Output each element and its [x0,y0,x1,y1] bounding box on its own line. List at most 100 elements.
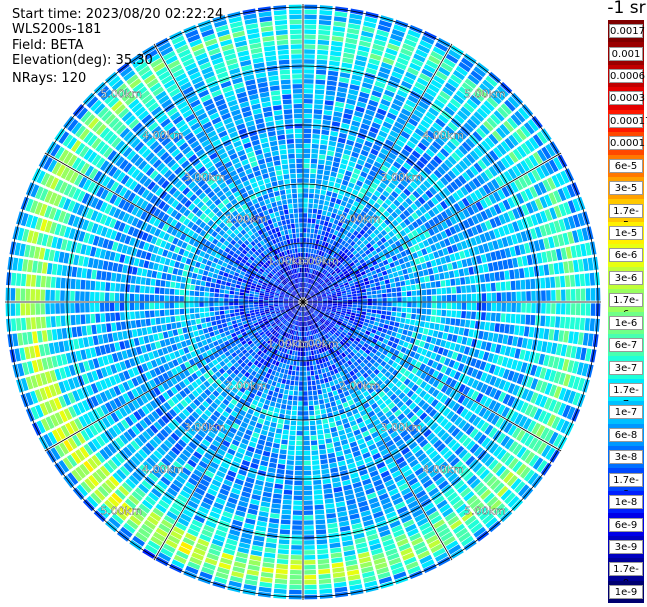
range-gate-cell [511,427,522,439]
range-gate-cell [492,333,499,343]
range-gate-cell [401,514,413,524]
range-gate-cell [430,259,437,267]
range-gate-cell [309,356,312,361]
range-gate-cell [329,314,335,318]
range-gate-cell [476,302,482,311]
range-gate-cell [295,376,299,381]
range-gate-cell [390,448,400,456]
range-gate-cell [287,450,295,456]
range-gate-cell [436,223,444,232]
range-gate-cell [397,170,406,178]
range-gate-cell [461,259,468,268]
range-gate-cell [348,320,354,324]
range-gate-cell [291,540,302,545]
range-gate-cell [313,312,317,317]
range-gate-cell [327,306,332,308]
range-gate-cell [320,290,325,293]
range-gate-cell [524,242,531,254]
range-gate-cell [343,254,348,260]
range-gate-cell [281,439,288,445]
range-gate-cell [471,226,479,236]
range-gate-cell [331,406,338,412]
range-gate-cell [351,342,357,348]
range-gate-cell [403,274,410,280]
range-gate-cell [356,273,362,278]
range-gate-cell [287,374,291,380]
range-gate-cell [348,377,354,383]
range-gate-cell [345,334,351,339]
range-gate-cell [334,267,340,272]
range-gate-cell [322,180,329,186]
range-gate-cell [455,318,461,326]
range-gate-cell [315,514,325,520]
range-gate-cell [296,361,300,366]
range-gate-cell [458,61,471,73]
range-gate-cell [295,346,299,351]
range-gate-cell [323,377,329,383]
range-gate-cell [305,258,308,263]
range-gate-cell [392,292,397,297]
range-gate-cell [430,337,437,345]
range-gate-cell [545,315,551,327]
range-gate-cell [416,347,423,354]
range-gate-cell [376,135,386,143]
range-gate-cell [394,422,403,430]
range-gate-cell [479,509,491,521]
range-gate-cell [314,344,318,350]
range-gate-cell [419,439,429,448]
range-gate-cell [349,420,357,427]
range-gate-cell [454,445,465,456]
range-gate-cell [304,292,306,298]
range-gate-cell [398,543,411,552]
range-gate-cell [403,235,410,242]
range-gate-cell [320,274,325,279]
range-gate-cell [313,198,319,204]
range-gate-cell [458,449,468,459]
range-gate-cell [332,481,342,488]
range-gate-cell [568,260,574,273]
range-gate-cell [328,317,333,321]
range-gate-cell [432,122,443,132]
range-gate-cell [331,335,336,340]
range-gate-cell [465,455,476,466]
range-gate-cell [329,217,335,223]
range-gate-cell [477,159,487,170]
range-gate-cell [500,489,512,501]
range-gate-cell [341,386,348,392]
range-gate-cell [546,303,551,314]
range-gate-cell [528,327,535,338]
range-gate-cell [547,414,556,427]
range-gate-cell [292,350,295,356]
range-gate-cell [473,526,486,538]
range-gate-cell [449,205,457,215]
range-gate-cell [388,325,394,331]
range-gate-cell [318,286,323,291]
range-gate-cell [353,258,359,264]
range-gate-cell [363,519,374,527]
range-gate-cell [315,239,320,245]
range-gate-cell [373,395,381,402]
range-gate-cell [506,292,511,301]
range-gate-cell [380,148,389,156]
range-gate-cell [329,239,334,245]
range-gate-cell [354,270,360,275]
range-gate-cell [512,221,520,232]
range-gate-cell [396,372,403,380]
range-gate-cell [533,408,543,421]
range-gate-cell [386,311,392,316]
range-gate-cell [433,169,443,179]
range-gate-cell [576,362,584,376]
range-gate-cell [328,315,334,319]
range-gate-cell [319,144,327,150]
range-gate-cell [306,356,309,361]
range-gate-cell [407,528,419,537]
range-gate-cell [332,31,345,37]
range-gate-cell [497,485,509,498]
range-gate-cell [379,402,387,410]
range-gate-cell [444,397,452,407]
range-gate-cell [351,291,357,294]
range-gate-cell [314,99,324,105]
range-gate-cell [313,400,319,406]
range-gate-cell [307,304,312,307]
range-gate-cell [502,393,511,405]
